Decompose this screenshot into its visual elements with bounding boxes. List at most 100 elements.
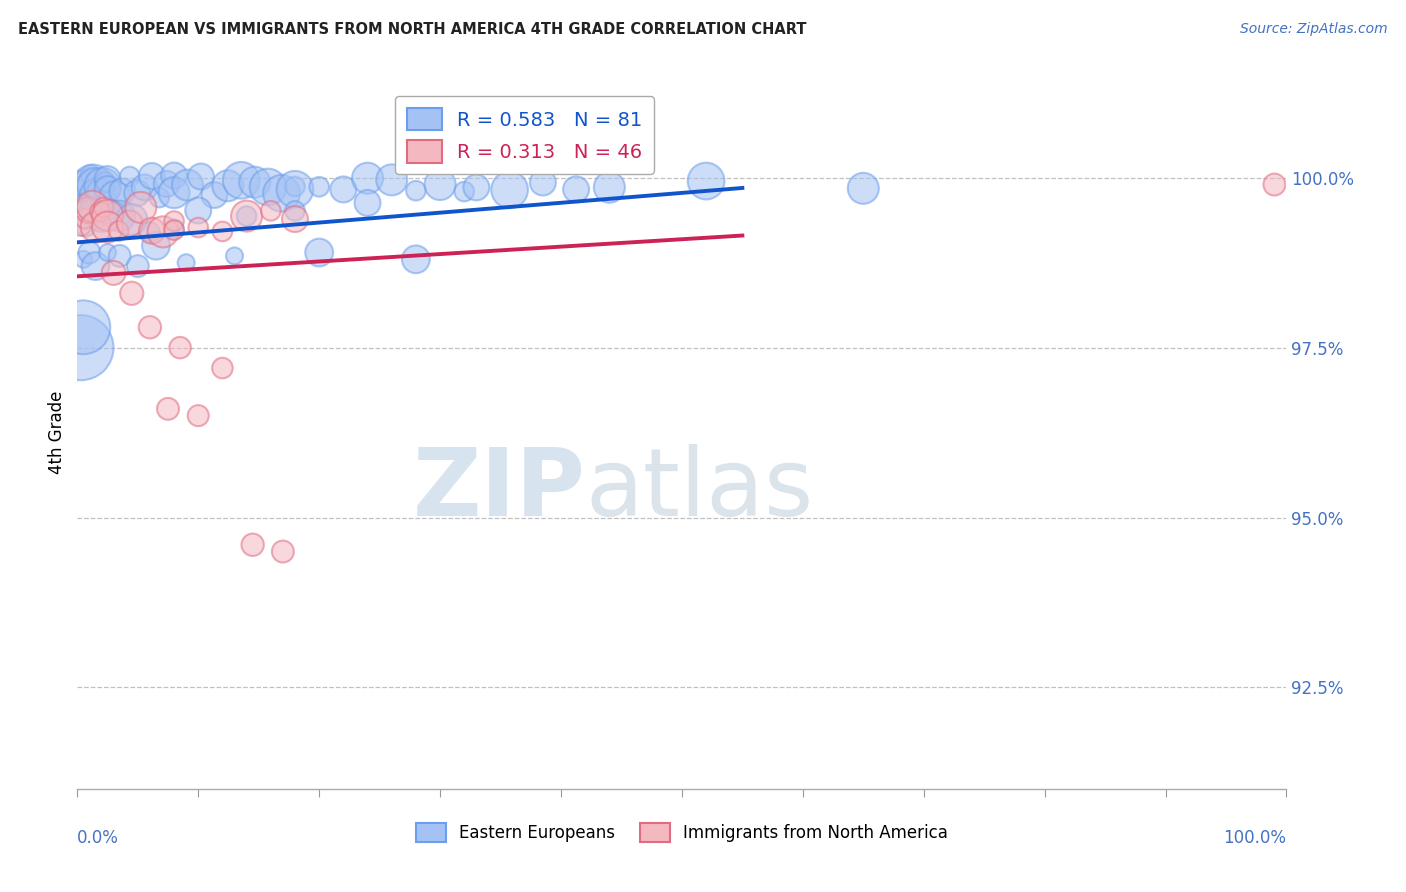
Point <box>90 212 112 227</box>
Point <box>405 252 427 267</box>
Point <box>235 209 257 223</box>
Point <box>70 219 93 233</box>
Text: atlas: atlas <box>585 443 814 536</box>
Point <box>1263 178 1285 192</box>
Point <box>121 286 143 301</box>
Point <box>108 209 131 223</box>
Point <box>156 177 179 191</box>
Point <box>270 186 292 201</box>
Point <box>148 190 170 204</box>
Point <box>498 183 520 197</box>
Point <box>163 169 186 183</box>
Point <box>381 173 404 187</box>
Point <box>163 223 186 237</box>
Point <box>70 197 93 211</box>
Point <box>94 175 117 189</box>
Point <box>87 189 110 203</box>
Point <box>174 256 197 270</box>
Point <box>356 195 378 210</box>
Text: 0.0%: 0.0% <box>77 829 120 847</box>
Point <box>242 538 264 552</box>
Point <box>429 178 451 192</box>
Point <box>118 169 141 184</box>
Point <box>598 180 620 194</box>
Point <box>141 169 163 183</box>
Point <box>284 212 307 227</box>
Point <box>332 182 354 196</box>
Point <box>187 220 209 235</box>
Point <box>139 320 162 334</box>
Point <box>139 225 162 239</box>
Point <box>235 209 257 223</box>
Point <box>169 341 191 355</box>
Point <box>129 201 152 215</box>
Point <box>96 220 118 235</box>
Point <box>163 222 186 236</box>
Text: 100.0%: 100.0% <box>1223 829 1286 847</box>
Point <box>79 202 101 217</box>
Point <box>72 172 94 186</box>
Point <box>284 203 307 218</box>
Point <box>202 188 225 202</box>
Point <box>84 219 107 234</box>
Point <box>531 176 554 190</box>
Point <box>565 182 588 196</box>
Point <box>134 180 156 194</box>
Point <box>104 189 127 203</box>
Point <box>96 182 118 196</box>
Point <box>108 249 131 263</box>
Point <box>127 186 149 200</box>
Point <box>308 245 330 260</box>
Point <box>284 179 307 194</box>
Point <box>465 180 488 194</box>
Point <box>84 179 107 194</box>
Point <box>96 208 118 222</box>
Point <box>176 178 198 193</box>
Point <box>163 186 186 200</box>
Point <box>77 203 100 218</box>
Point <box>70 189 93 203</box>
Point <box>96 245 118 260</box>
Point <box>96 172 118 186</box>
Point <box>163 214 186 228</box>
Point <box>695 174 717 188</box>
Point <box>77 174 100 188</box>
Point <box>231 173 253 187</box>
Point <box>107 224 129 238</box>
Point <box>79 168 101 182</box>
Point <box>89 204 111 219</box>
Point <box>121 212 143 227</box>
Point <box>190 169 212 184</box>
Point <box>73 211 96 226</box>
Point <box>211 361 233 376</box>
Point <box>79 245 101 260</box>
Point <box>187 203 209 218</box>
Point <box>187 409 209 423</box>
Point <box>118 217 141 231</box>
Point <box>145 238 167 252</box>
Point <box>127 259 149 273</box>
Point <box>75 180 97 194</box>
Point <box>217 178 239 193</box>
Point <box>152 225 174 239</box>
Point <box>308 179 330 194</box>
Point <box>260 203 283 218</box>
Legend: Eastern Europeans, Immigrants from North America: Eastern Europeans, Immigrants from North… <box>409 816 955 849</box>
Text: ZIP: ZIP <box>412 443 585 536</box>
Point <box>72 252 94 267</box>
Point <box>141 224 163 238</box>
Point <box>271 544 294 558</box>
Point <box>243 175 266 189</box>
Point <box>852 181 875 195</box>
Point <box>72 320 94 334</box>
Point <box>224 249 246 263</box>
Point <box>84 259 107 273</box>
Point <box>100 205 122 219</box>
Point <box>91 179 114 194</box>
Text: EASTERN EUROPEAN VS IMMIGRANTS FROM NORTH AMERICA 4TH GRADE CORRELATION CHART: EASTERN EUROPEAN VS IMMIGRANTS FROM NORT… <box>18 22 807 37</box>
Point <box>82 178 104 193</box>
Point <box>103 266 125 280</box>
Point <box>284 182 307 196</box>
Point <box>111 184 134 198</box>
Point <box>70 341 93 355</box>
